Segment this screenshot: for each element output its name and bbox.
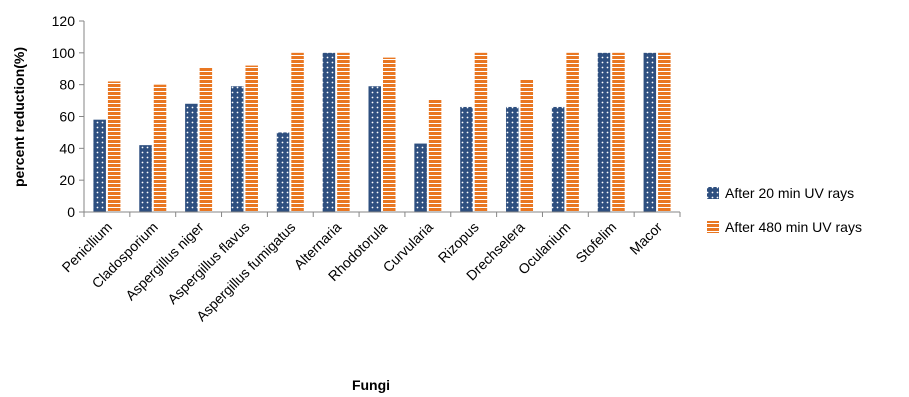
bar-series-1-4 <box>230 86 244 212</box>
bar-series-2-3 <box>199 67 213 213</box>
y-tick-label: 120 <box>52 13 76 29</box>
bar-series-2-2 <box>153 84 167 212</box>
bar-series-2-8 <box>428 98 442 212</box>
y-tick-label: 100 <box>52 45 76 61</box>
bar-series-2-1 <box>107 81 121 212</box>
bar-series-1-3 <box>185 103 198 212</box>
x-tick-label: Aspergillus flavus <box>164 219 252 307</box>
bar-series-1-2 <box>139 145 152 212</box>
x-tick-label: Macor <box>626 219 665 258</box>
bar-series-2-4 <box>245 65 258 212</box>
bar-series-1-12 <box>597 52 611 213</box>
bar-series-1-5 <box>276 132 290 212</box>
legend: After 20 min UV rays After 480 min UV ray… <box>707 185 862 235</box>
bar-series <box>93 52 671 213</box>
legend-label-2: After 480 min UV rays <box>725 219 862 235</box>
bar-series-2-5 <box>291 52 304 213</box>
bar-series-2-11 <box>566 52 579 213</box>
y-axis-title: percent reduction(%) <box>11 47 27 187</box>
legend-swatch-1 <box>707 187 719 199</box>
bar-series-1-11 <box>551 106 565 212</box>
bar-series-1-9 <box>460 106 473 212</box>
bar-series-1-7 <box>368 86 381 212</box>
x-tick-label: Rizopus <box>435 219 482 266</box>
y-tick-label: 0 <box>67 204 75 220</box>
bar-series-1-6 <box>322 52 336 213</box>
bar-series-1-10 <box>506 106 519 212</box>
y-tick-label: 80 <box>59 77 75 93</box>
y-tick-label: 20 <box>59 172 75 188</box>
bar-series-2-6 <box>337 52 350 213</box>
legend-label-1: After 20 min UV rays <box>725 185 854 201</box>
y-axis-ticks: 0 20 40 60 80 100 120 <box>52 13 84 220</box>
x-tick-label: Aspergillus niger <box>122 219 207 304</box>
bar-series-1-13 <box>643 52 657 213</box>
bar-series-2-7 <box>383 57 396 212</box>
bar-series-2-10 <box>520 79 534 213</box>
y-tick-label: 60 <box>59 109 75 125</box>
x-axis-title: Fungi <box>352 377 390 393</box>
legend-swatch-2 <box>707 221 719 233</box>
bar-series-2-9 <box>474 52 488 213</box>
x-tick-label: Stofelim <box>572 219 619 266</box>
bar-series-1-1 <box>93 119 106 212</box>
y-tick-label: 40 <box>59 140 75 156</box>
x-tick-label: Curvularia <box>380 219 437 276</box>
bar-series-1-8 <box>414 143 427 212</box>
bar-series-2-13 <box>658 52 671 213</box>
bar-series-2-12 <box>612 52 625 213</box>
